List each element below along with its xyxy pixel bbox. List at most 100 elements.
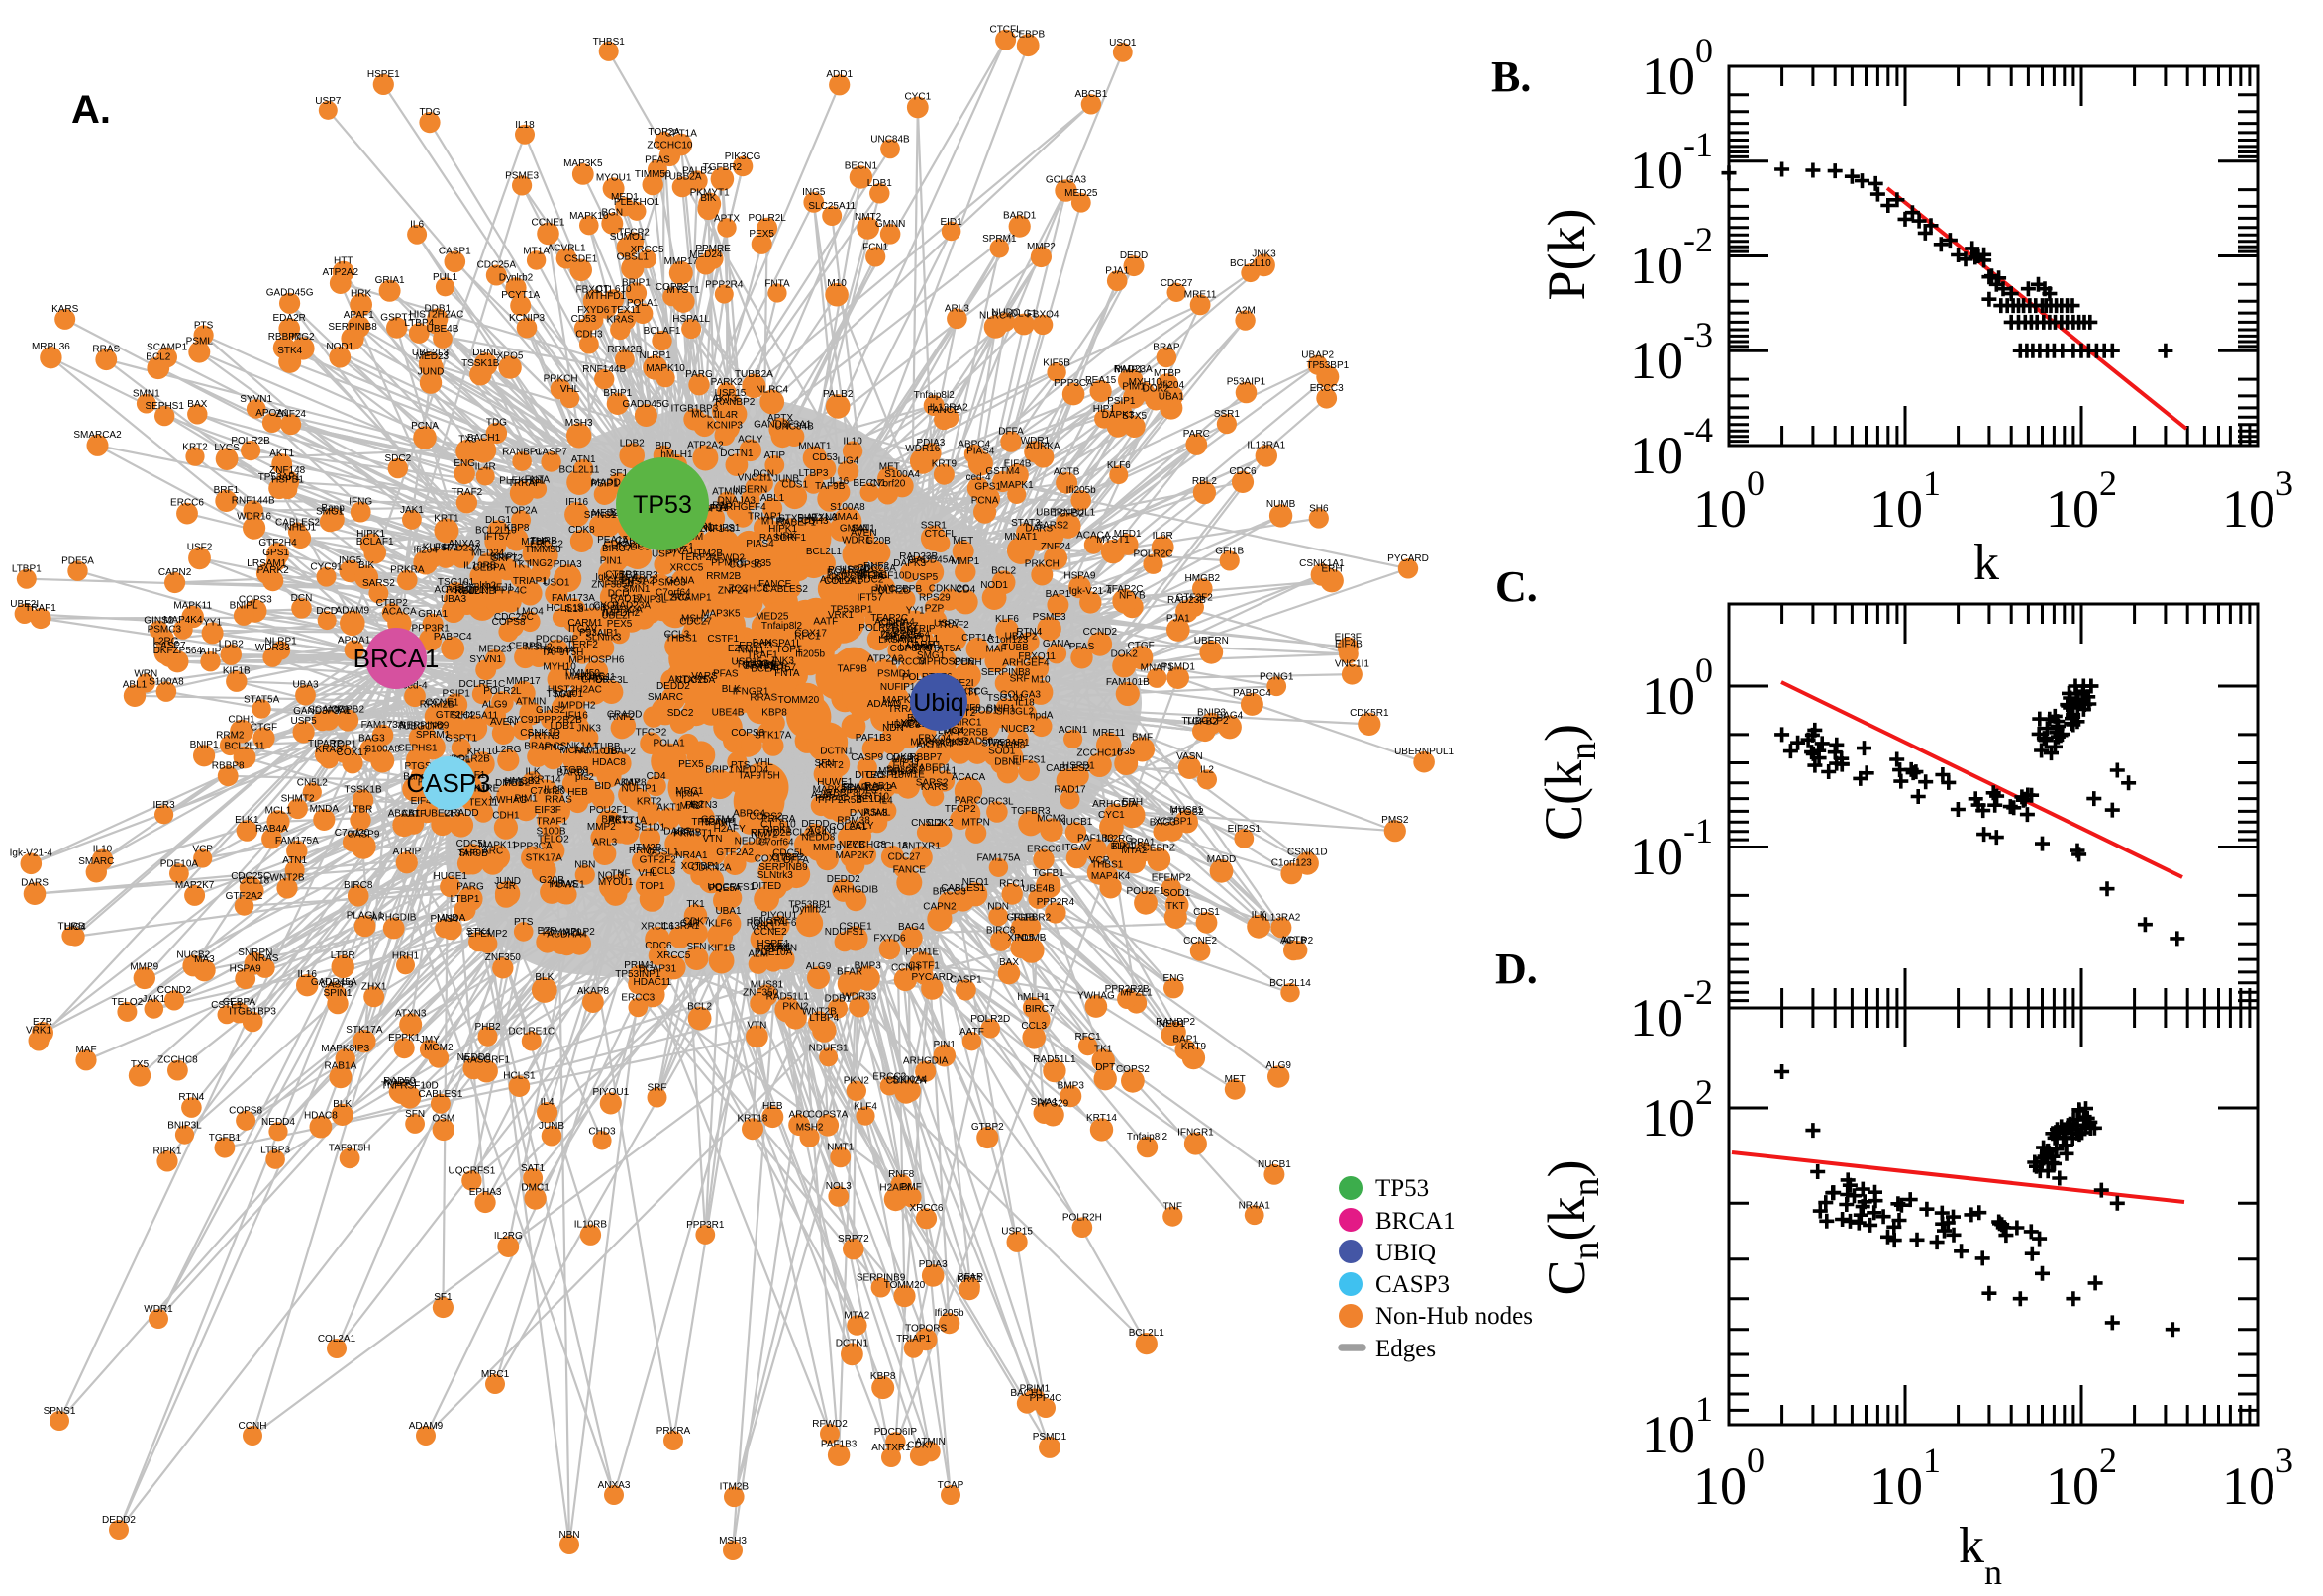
svg-text:EFEMP2: EFEMP2 (1152, 873, 1191, 884)
svg-text:MNAT1: MNAT1 (798, 442, 832, 452)
svg-text:AKAP8: AKAP8 (577, 986, 610, 997)
svg-text:NUFIP1: NUFIP1 (880, 682, 916, 693)
svg-text:IL2RG: IL2RG (1104, 834, 1133, 845)
svg-text:BRCA1: BRCA1 (354, 644, 440, 673)
svg-text:RAD51L1: RAD51L1 (1033, 1054, 1076, 1065)
svg-text:USP5: USP5 (912, 572, 939, 583)
svg-text:SH3GL2: SH3GL2 (996, 706, 1035, 717)
svg-text:TOP1: TOP1 (640, 881, 665, 892)
svg-text:RNF144B: RNF144B (232, 496, 275, 507)
svg-text:HIPK1: HIPK1 (356, 529, 385, 540)
svg-text:AURKA: AURKA (820, 574, 855, 585)
svg-text:HRH1: HRH1 (392, 950, 420, 961)
svg-text:PFAS: PFAS (1069, 642, 1095, 652)
svg-text:BMF: BMF (901, 1182, 922, 1193)
svg-text:ERCC6: ERCC6 (1027, 845, 1060, 855)
svg-text:GMNN: GMNN (840, 524, 870, 535)
svg-text:KCNIP3: KCNIP3 (707, 420, 744, 431)
svg-text:CASP3: CASP3 (1375, 1271, 1450, 1298)
svg-text:COPS2: COPS2 (1116, 1064, 1150, 1075)
svg-text:SNRPN: SNRPN (238, 948, 272, 958)
svg-text:S100B: S100B (536, 826, 565, 837)
svg-text:HSPE1: HSPE1 (367, 69, 400, 80)
svg-text:POLA1: POLA1 (758, 944, 790, 954)
svg-text:ERH: ERH (1321, 564, 1342, 575)
svg-text:TSSK1B: TSSK1B (344, 784, 382, 795)
svg-text:CYC1: CYC1 (904, 92, 931, 103)
svg-text:DCTN1: DCTN1 (720, 449, 754, 459)
svg-text:CAPN2: CAPN2 (158, 567, 192, 578)
svg-text:PKN2: PKN2 (782, 1002, 809, 1013)
svg-text:RIPK1: RIPK1 (153, 1146, 182, 1156)
svg-text:USO1: USO1 (543, 577, 570, 588)
svg-text:ENG: ENG (454, 458, 475, 469)
svg-text:DCLRE1C: DCLRE1C (508, 1026, 555, 1037)
svg-text:IL13RA1: IL13RA1 (1247, 440, 1285, 450)
svg-text:HIST2H2AC: HIST2H2AC (548, 685, 602, 696)
svg-text:USP7: USP7 (652, 549, 678, 560)
svg-text:DAPK3: DAPK3 (1102, 410, 1135, 421)
svg-text:CDK2: CDK2 (927, 818, 954, 829)
svg-text:D.: D. (1495, 945, 1538, 993)
svg-text:APTX: APTX (714, 213, 740, 224)
svg-text:SSR1: SSR1 (1214, 409, 1241, 420)
svg-text:MRE11: MRE11 (1092, 728, 1125, 739)
svg-text:EZR: EZR (728, 644, 748, 654)
svg-text:ARL3: ARL3 (945, 304, 969, 315)
svg-text:CASP9: CASP9 (851, 752, 883, 763)
svg-text:UBIQ: UBIQ (1375, 1240, 1436, 1266)
svg-text:CD53: CD53 (571, 314, 597, 325)
svg-text:MED25: MED25 (1064, 188, 1098, 199)
svg-text:ANXA3: ANXA3 (449, 539, 481, 549)
svg-text:NUCB2: NUCB2 (1001, 724, 1035, 735)
svg-text:ZCCHC10: ZCCHC10 (647, 141, 693, 151)
svg-text:HTT: HTT (334, 256, 353, 267)
svg-text:CSDE1: CSDE1 (564, 254, 598, 265)
svg-text:ALG9: ALG9 (1265, 1060, 1291, 1071)
svg-text:GSTM4: GSTM4 (985, 466, 1020, 477)
svg-text:CCNE1: CCNE1 (532, 218, 565, 229)
svg-text:JMY: JMY (873, 584, 893, 595)
svg-text:DEDD2: DEDD2 (827, 874, 860, 885)
svg-text:MADD: MADD (1207, 854, 1236, 865)
svg-text:GFI1B: GFI1B (1006, 913, 1035, 924)
svg-text:TX5: TX5 (131, 1059, 150, 1070)
svg-text:PJA1: PJA1 (1166, 613, 1190, 624)
svg-text:KRT14: KRT14 (1086, 1113, 1117, 1124)
svg-text:FBXO4: FBXO4 (1027, 310, 1060, 321)
svg-text:EPPK1: EPPK1 (388, 1033, 421, 1044)
svg-text:IL10: IL10 (843, 436, 862, 447)
svg-text:JNK3: JNK3 (1252, 249, 1276, 260)
svg-text:MMP9: MMP9 (813, 843, 842, 853)
svg-text:IL10RB: IL10RB (574, 1220, 608, 1231)
svg-text:VNC1I1: VNC1I1 (1335, 659, 1369, 670)
svg-text:HSPA1L: HSPA1L (672, 314, 710, 325)
svg-text:CD53: CD53 (812, 452, 838, 463)
svg-text:k: k (1973, 535, 1999, 591)
svg-text:PRKRA: PRKRA (390, 565, 425, 576)
svg-text:RRM2: RRM2 (216, 730, 245, 741)
svg-text:ZNF24: ZNF24 (1041, 542, 1071, 552)
svg-text:TAF9B: TAF9B (838, 664, 868, 675)
svg-text:npdA: npdA (676, 788, 700, 799)
svg-text:PIYOU1: PIYOU1 (592, 1087, 629, 1098)
svg-text:RAD17: RAD17 (1054, 784, 1086, 795)
svg-text:UBERNPUL1: UBERNPUL1 (1036, 508, 1095, 519)
svg-text:CEBPA: CEBPA (223, 997, 255, 1008)
svg-text:BAX: BAX (187, 399, 207, 410)
svg-text:GMNN: GMNN (875, 219, 906, 230)
svg-text:UBE4B: UBE4B (427, 324, 459, 335)
svg-text:GRIA1: GRIA1 (418, 609, 448, 620)
svg-text:ZHX1: ZHX1 (361, 981, 387, 992)
svg-text:CDKN2A: CDKN2A (886, 1076, 927, 1087)
svg-text:PPP4C: PPP4C (494, 585, 527, 596)
svg-text:BCL2L11: BCL2L11 (559, 464, 600, 475)
svg-text:ALG9: ALG9 (482, 700, 508, 711)
svg-text:ATP2A2: ATP2A2 (687, 441, 724, 451)
svg-text:TOMM20: TOMM20 (778, 695, 820, 706)
svg-text:Banp: Banp (321, 503, 345, 514)
svg-text:CTGF: CTGF (251, 722, 277, 733)
svg-text:KARS: KARS (51, 304, 79, 315)
svg-text:BCL2: BCL2 (991, 566, 1016, 577)
svg-text:BMF: BMF (1132, 732, 1153, 743)
